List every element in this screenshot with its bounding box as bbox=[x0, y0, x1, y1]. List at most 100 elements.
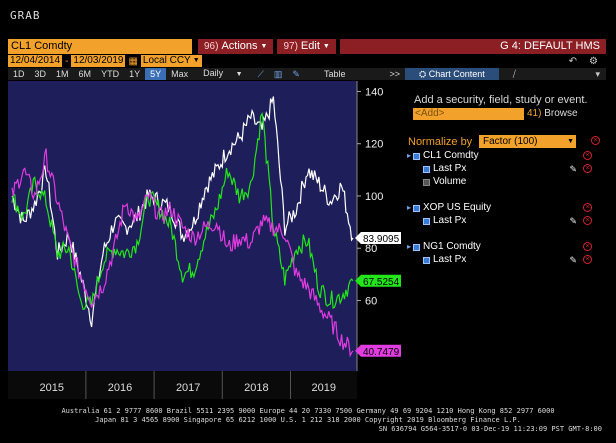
close-panel-icon[interactable]: ▾ bbox=[595, 68, 600, 79]
edit-number: 97) bbox=[283, 41, 298, 52]
range-ytd[interactable]: YTD bbox=[101, 69, 120, 79]
range-max[interactable]: Max bbox=[171, 69, 189, 79]
expand-panel-icon[interactable]: >> bbox=[389, 69, 400, 79]
chart-content-icon: ⛭ bbox=[419, 69, 429, 79]
normalize-label: Normalize by bbox=[408, 136, 473, 148]
edit-menu[interactable]: 97) Edit ▼ bbox=[277, 39, 336, 54]
tab-drawing-icon[interactable]: ⧸ bbox=[512, 68, 516, 79]
last-value-label: 67.5254 bbox=[363, 277, 400, 288]
footer-session: SN 636794 G564-3517-0 03-Dec-19 11:23:09… bbox=[378, 425, 602, 433]
table-button[interactable]: Table bbox=[323, 69, 346, 79]
delete-icon[interactable]: × bbox=[583, 216, 592, 225]
x-tick-label: 2019 bbox=[311, 382, 335, 394]
edit-icon[interactable]: ✎ bbox=[569, 255, 577, 265]
frequency-value: Daily bbox=[203, 68, 224, 78]
x-tick-label: 2015 bbox=[40, 382, 64, 394]
collapse-icon[interactable]: ▸ bbox=[407, 203, 412, 212]
browse-button[interactable]: 41) Browse bbox=[527, 108, 578, 119]
series-line-2 bbox=[11, 148, 354, 358]
delete-icon[interactable]: × bbox=[583, 164, 592, 173]
edit-icon[interactable]: ✎ bbox=[569, 164, 577, 174]
range-bar: 1D 3D 1M 6M YTD 1Y 5Y Max Daily ▼ ⟋ ▥ ✎ … bbox=[8, 68, 405, 80]
delete-icon[interactable]: × bbox=[583, 242, 592, 251]
end-date-field[interactable]: 12/03/2019 bbox=[71, 55, 126, 67]
chevron-down-icon: ▼ bbox=[192, 57, 200, 64]
security-row-ng1[interactable]: ▸ NG1 Comdty × bbox=[405, 241, 606, 253]
normalize-select[interactable]: Factor (100) ▼ bbox=[479, 135, 576, 148]
x-tick-label: 2017 bbox=[176, 382, 200, 394]
y-tick-label: 120 bbox=[365, 139, 383, 151]
range-1y[interactable]: 1Y bbox=[129, 69, 141, 79]
field-checkbox[interactable] bbox=[423, 166, 430, 173]
security-name: XOP US Equity bbox=[423, 202, 492, 213]
field-checkbox[interactable] bbox=[423, 218, 430, 225]
field-name: Last Px bbox=[433, 254, 467, 265]
field-name: Volume bbox=[433, 176, 467, 187]
window-title: GRAB bbox=[10, 9, 41, 22]
chart-content-panel: Add a security, field, study or event. <… bbox=[405, 81, 606, 399]
security-checkbox[interactable] bbox=[413, 244, 420, 251]
range-5y[interactable]: 5Y bbox=[145, 68, 167, 80]
add-prompt: Add a security, field, study or event. bbox=[414, 94, 588, 106]
normalize-value: Factor (100) bbox=[483, 136, 538, 147]
browse-number: 41) bbox=[527, 108, 542, 119]
tools-icon[interactable]: ✎ bbox=[292, 69, 300, 79]
chart-area[interactable]: 2015201620172018201940608010012014083.90… bbox=[8, 81, 405, 399]
chart-title: G 4: DEFAULT HMS bbox=[339, 39, 606, 54]
footer: Australia 61 2 9777 8600 Brazil 5511 239… bbox=[0, 407, 616, 434]
security-checkbox[interactable] bbox=[413, 153, 420, 160]
undo-icon[interactable]: ↶ bbox=[568, 55, 578, 67]
y-tick-label: 140 bbox=[365, 86, 383, 98]
range-6m[interactable]: 6M bbox=[78, 69, 92, 79]
y-tick-label: 60 bbox=[365, 295, 377, 307]
security-name: NG1 Comdty bbox=[423, 241, 481, 252]
collapse-icon[interactable]: ▸ bbox=[407, 151, 412, 160]
edit-icon[interactable]: ✎ bbox=[569, 216, 577, 226]
frequency-select[interactable]: Daily ▼ bbox=[193, 67, 252, 81]
date-bar: 12/04/2014 - 12/03/2019 ▦ Local CCY ▼ ↶ … bbox=[8, 55, 606, 67]
edit-label: Edit bbox=[300, 40, 320, 52]
field-row[interactable]: Last Px ✎ × bbox=[405, 254, 606, 266]
actions-menu[interactable]: 96) Actions ▼ bbox=[198, 39, 274, 54]
ticker-field[interactable]: CL1 Comdty bbox=[8, 39, 192, 54]
footer-contacts-1: Australia 61 2 9777 8600 Brazil 5511 239… bbox=[61, 407, 555, 415]
line-chart-icon[interactable]: ⟋ bbox=[257, 69, 264, 79]
last-value-label: 40.7479 bbox=[363, 347, 400, 358]
settings-icon[interactable]: ⚙ bbox=[589, 55, 598, 67]
range-3d[interactable]: 3D bbox=[34, 69, 47, 79]
field-name: Last Px bbox=[433, 163, 467, 174]
last-value-tag bbox=[355, 344, 401, 357]
delete-icon[interactable]: × bbox=[583, 151, 592, 160]
collapse-icon[interactable]: ▸ bbox=[407, 242, 412, 251]
field-checkbox[interactable] bbox=[423, 179, 430, 186]
tab-chart-content[interactable]: ⛭ Chart Content bbox=[405, 68, 499, 80]
field-row[interactable]: Last Px ✎ × bbox=[405, 163, 606, 175]
security-checkbox[interactable] bbox=[413, 205, 420, 212]
actions-number: 96) bbox=[204, 41, 219, 52]
price-chart[interactable]: 2015201620172018201940608010012014083.90… bbox=[8, 81, 405, 399]
range-1m[interactable]: 1M bbox=[56, 69, 69, 79]
calendar-icon[interactable]: ▦ bbox=[128, 55, 138, 67]
delete-icon[interactable]: × bbox=[583, 203, 592, 212]
security-row-cl1[interactable]: ▸ CL1 Comdty × bbox=[405, 150, 606, 162]
field-name: Last Px bbox=[433, 215, 467, 226]
delete-icon[interactable]: × bbox=[583, 255, 592, 264]
date-separator: - bbox=[65, 55, 69, 67]
field-row[interactable]: Last Px ✎ × bbox=[405, 215, 606, 227]
y-tick-label: 100 bbox=[365, 191, 383, 203]
currency-select[interactable]: Local CCY ▼ bbox=[140, 55, 202, 67]
y-tick-label: 80 bbox=[365, 243, 377, 255]
bar-chart-icon[interactable]: ▥ bbox=[273, 69, 283, 79]
chevron-down-icon: ▼ bbox=[322, 43, 330, 50]
field-row[interactable]: Volume bbox=[405, 176, 606, 188]
security-row-xop[interactable]: ▸ XOP US Equity × bbox=[405, 202, 606, 214]
footer-contacts-2: Japan 81 3 4565 8900 Singapore 65 6212 1… bbox=[95, 416, 521, 424]
x-axis-band bbox=[8, 371, 357, 399]
close-icon[interactable]: × bbox=[591, 136, 600, 145]
add-security-input[interactable]: <Add> bbox=[413, 108, 524, 120]
tab-chart-content-label: Chart Content bbox=[428, 69, 485, 79]
currency-value: Local CCY bbox=[142, 55, 191, 66]
range-1d[interactable]: 1D bbox=[13, 69, 25, 79]
field-checkbox[interactable] bbox=[423, 257, 430, 264]
start-date-field[interactable]: 12/04/2014 bbox=[8, 55, 63, 67]
